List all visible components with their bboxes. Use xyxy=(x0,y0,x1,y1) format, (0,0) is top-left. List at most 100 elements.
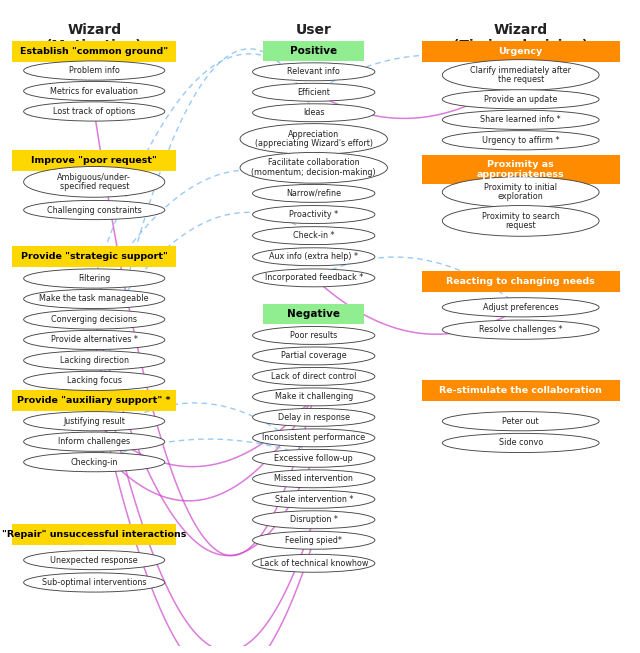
Ellipse shape xyxy=(442,320,599,340)
Text: Adjust preferences: Adjust preferences xyxy=(483,303,559,311)
Text: Ambiguous/under-
specified request: Ambiguous/under- specified request xyxy=(58,172,131,191)
Ellipse shape xyxy=(24,550,164,569)
Text: Inconsistent performance: Inconsistent performance xyxy=(262,434,365,442)
Text: Improve "poor request": Improve "poor request" xyxy=(31,155,157,165)
Ellipse shape xyxy=(24,351,164,370)
Ellipse shape xyxy=(253,347,375,365)
Text: Facilitate collaboration
(momentum; decision-making): Facilitate collaboration (momentum; deci… xyxy=(252,159,376,177)
Ellipse shape xyxy=(253,247,375,266)
Ellipse shape xyxy=(24,61,164,80)
FancyBboxPatch shape xyxy=(12,390,176,411)
Text: Proactivity *: Proactivity * xyxy=(289,210,339,219)
Text: Lacking direction: Lacking direction xyxy=(60,356,129,365)
Ellipse shape xyxy=(253,470,375,488)
Ellipse shape xyxy=(24,82,164,101)
Text: Wizard
(Motivation): Wizard (Motivation) xyxy=(46,22,143,53)
Ellipse shape xyxy=(253,511,375,529)
Text: Appreciation
(appreciating Wizard's effort): Appreciation (appreciating Wizard's effo… xyxy=(255,130,372,148)
Ellipse shape xyxy=(253,449,375,468)
Text: Poor results: Poor results xyxy=(290,331,337,340)
Ellipse shape xyxy=(253,269,375,287)
Ellipse shape xyxy=(24,573,164,592)
Ellipse shape xyxy=(253,104,375,121)
Ellipse shape xyxy=(24,310,164,329)
Text: Challenging constraints: Challenging constraints xyxy=(47,206,141,215)
Text: Re-stimulate the collaboration: Re-stimulate the collaboration xyxy=(439,386,602,395)
Ellipse shape xyxy=(24,289,164,309)
Text: Sub-optimal interventions: Sub-optimal interventions xyxy=(42,578,147,587)
Ellipse shape xyxy=(240,123,387,154)
Text: Unexpected response: Unexpected response xyxy=(51,556,138,565)
Text: Proximity to search
request: Proximity to search request xyxy=(482,212,559,231)
Ellipse shape xyxy=(442,411,599,431)
Text: Urgency: Urgency xyxy=(499,47,543,56)
Text: Metrics for evaluation: Metrics for evaluation xyxy=(51,86,138,95)
Ellipse shape xyxy=(253,84,375,101)
Ellipse shape xyxy=(253,326,375,344)
Text: Incorporated feedback *: Incorporated feedback * xyxy=(264,274,363,282)
Ellipse shape xyxy=(24,453,164,471)
Text: Stale intervention *: Stale intervention * xyxy=(275,495,353,503)
Text: "Repair" unsuccessful interactions: "Repair" unsuccessful interactions xyxy=(2,530,186,539)
Ellipse shape xyxy=(240,152,387,183)
Ellipse shape xyxy=(253,63,375,81)
Text: Wizard
(Timing decision): Wizard (Timing decision) xyxy=(453,22,588,53)
Text: Make it challenging: Make it challenging xyxy=(275,392,353,402)
Text: Lacking focus: Lacking focus xyxy=(67,376,122,385)
Text: Filtering: Filtering xyxy=(78,274,110,283)
FancyBboxPatch shape xyxy=(12,246,176,266)
Text: Converging decisions: Converging decisions xyxy=(51,315,137,324)
FancyBboxPatch shape xyxy=(422,155,620,184)
Text: Provide "strategic support": Provide "strategic support" xyxy=(20,251,168,261)
FancyBboxPatch shape xyxy=(422,271,620,293)
Text: Checking-in: Checking-in xyxy=(70,458,118,467)
Text: Excessive follow-up: Excessive follow-up xyxy=(275,454,353,463)
Ellipse shape xyxy=(442,131,599,150)
Text: Missed intervention: Missed intervention xyxy=(275,474,353,483)
Text: Provide alternatives *: Provide alternatives * xyxy=(51,336,138,344)
FancyBboxPatch shape xyxy=(422,40,620,62)
Ellipse shape xyxy=(24,102,164,121)
Text: Negative: Negative xyxy=(287,309,340,319)
Ellipse shape xyxy=(24,200,164,219)
Text: User: User xyxy=(296,22,332,37)
Ellipse shape xyxy=(442,177,599,208)
Ellipse shape xyxy=(24,432,164,451)
Text: Proximity as
appropriateness: Proximity as appropriateness xyxy=(477,160,564,180)
Text: Resolve challenges *: Resolve challenges * xyxy=(479,325,563,334)
Ellipse shape xyxy=(253,408,375,426)
Text: Clarify immediately after
the request: Clarify immediately after the request xyxy=(470,66,572,84)
Ellipse shape xyxy=(253,206,375,223)
Ellipse shape xyxy=(442,59,599,90)
Text: Delay in response: Delay in response xyxy=(278,413,349,422)
Text: Justifying result: Justifying result xyxy=(63,417,125,426)
FancyBboxPatch shape xyxy=(12,524,176,545)
Text: Aux info (extra help) *: Aux info (extra help) * xyxy=(269,252,358,261)
Ellipse shape xyxy=(253,227,375,245)
Text: Side convo: Side convo xyxy=(499,438,543,447)
Text: Narrow/refine: Narrow/refine xyxy=(286,189,341,198)
Text: Disruption *: Disruption * xyxy=(290,515,338,524)
Text: Make the task manageable: Make the task manageable xyxy=(40,295,149,304)
Text: Proximity to initial
exploration: Proximity to initial exploration xyxy=(484,183,557,202)
FancyBboxPatch shape xyxy=(263,304,364,324)
Text: Urgency to affirm *: Urgency to affirm * xyxy=(482,136,559,145)
Text: Relevant info: Relevant info xyxy=(287,67,340,76)
Ellipse shape xyxy=(253,368,375,385)
Ellipse shape xyxy=(253,388,375,406)
Text: Provide an update: Provide an update xyxy=(484,95,557,104)
FancyBboxPatch shape xyxy=(12,150,176,170)
Ellipse shape xyxy=(442,434,599,453)
Ellipse shape xyxy=(24,411,164,431)
Text: Lack of technical knowhow: Lack of technical knowhow xyxy=(260,559,368,567)
Ellipse shape xyxy=(24,330,164,349)
Text: Establish "common ground": Establish "common ground" xyxy=(20,47,168,56)
Ellipse shape xyxy=(442,110,599,129)
Text: Partial coverage: Partial coverage xyxy=(281,351,346,360)
Text: Inform challenges: Inform challenges xyxy=(58,438,131,446)
FancyBboxPatch shape xyxy=(422,380,620,401)
Text: Reacting to changing needs: Reacting to changing needs xyxy=(446,278,595,286)
Text: Lack of direct control: Lack of direct control xyxy=(271,372,356,381)
Text: Efficient: Efficient xyxy=(298,88,330,97)
Ellipse shape xyxy=(24,167,164,197)
